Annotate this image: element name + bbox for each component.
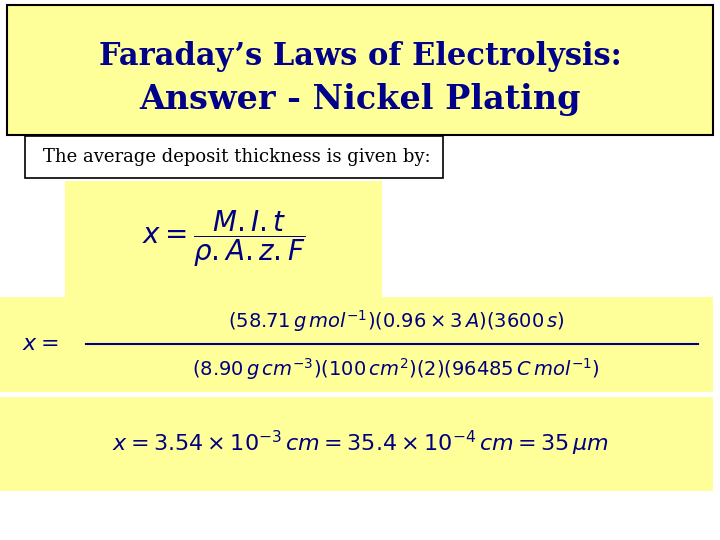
Text: $(58.71\,g\,mol^{-1})(0.96\times3\,A)(3600\,s)$: $(58.71\,g\,mol^{-1})(0.96\times3\,A)(36… [228, 308, 564, 334]
Text: $x = 3.54\times10^{-3}\,cm = 35.4\times10^{-4}\,cm = 35\,\mu m$: $x = 3.54\times10^{-3}\,cm = 35.4\times1… [112, 429, 608, 458]
FancyBboxPatch shape [25, 136, 443, 178]
Text: Answer - Nickel Plating: Answer - Nickel Plating [139, 83, 581, 117]
Text: The average deposit thickness is given by:: The average deposit thickness is given b… [43, 148, 431, 166]
Text: Faraday’s Laws of Electrolysis:: Faraday’s Laws of Electrolysis: [99, 41, 621, 72]
FancyBboxPatch shape [7, 5, 713, 135]
FancyBboxPatch shape [0, 397, 713, 491]
Text: $x =$: $x =$ [22, 333, 58, 355]
Text: $x = \dfrac{M.I.t}{\rho.A.z.F}$: $x = \dfrac{M.I.t}{\rho.A.z.F}$ [142, 208, 305, 269]
FancyBboxPatch shape [0, 297, 713, 391]
FancyBboxPatch shape [65, 181, 382, 297]
Text: $(8.90\,g\,cm^{-3})(100\,cm^{2})(2)(96485\,C\,mol^{-1})$: $(8.90\,g\,cm^{-3})(100\,cm^{2})(2)(9648… [192, 356, 600, 382]
